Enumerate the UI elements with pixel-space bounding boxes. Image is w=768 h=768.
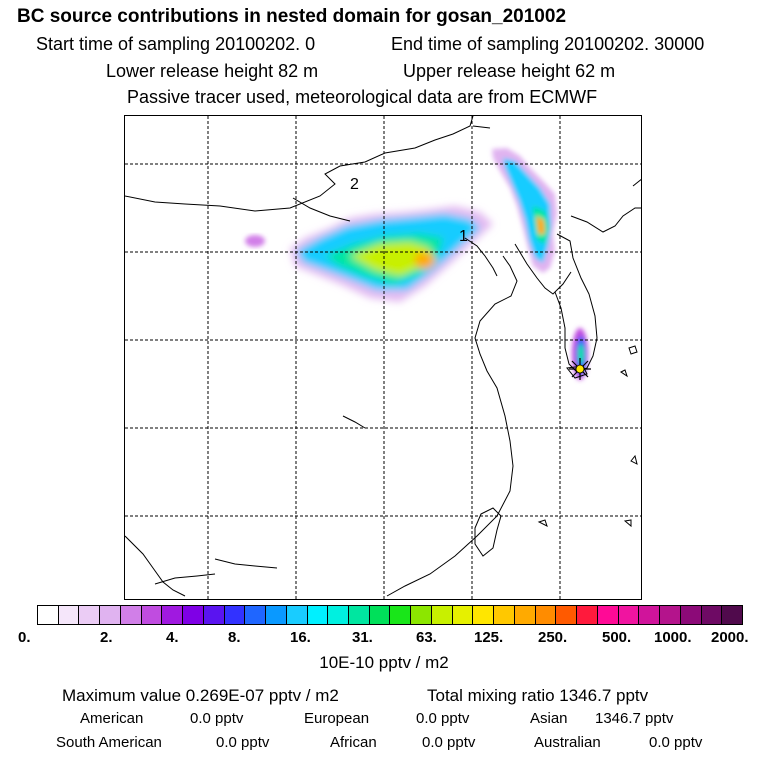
tracer-note: Passive tracer used, meteorological data…	[127, 87, 598, 107]
colorbar-segment	[266, 606, 287, 624]
region-name: European	[304, 710, 370, 727]
region-name: Asian	[530, 710, 568, 727]
upper-release-height: Upper release height 62 m	[403, 61, 616, 81]
colorbar-segment	[162, 606, 184, 624]
colorbar-segment	[79, 606, 101, 624]
max-value: Maximum value 0.269E-07 pptv / m2	[62, 686, 339, 705]
coastlines	[125, 116, 641, 597]
total-mixing-ratio: Total mixing ratio 1346.7 pptv	[427, 686, 649, 705]
map-panel: 1 2	[124, 115, 642, 600]
colorbar-tick-label: 250.	[538, 629, 568, 646]
colorbar-segment	[452, 606, 474, 624]
region-value: 0.0 pptv	[422, 734, 476, 751]
colorbar	[37, 605, 743, 625]
source-label-2: 2	[350, 176, 359, 193]
colorbar-segment	[535, 606, 557, 624]
colorbar-tick-label: 1000.	[654, 629, 692, 646]
colorbar-segment	[494, 606, 515, 624]
region-value: 1346.7 pptv	[595, 710, 674, 727]
colorbar-tick-label: 31.	[352, 629, 373, 646]
region-value: 0.0 pptv	[190, 710, 244, 727]
colorbar-tick-label: 63.	[416, 629, 437, 646]
star-marker-icon	[569, 358, 591, 380]
region-name: South American	[56, 734, 162, 751]
colorbar-unit-label: 10E-10 pptv / m2	[319, 653, 449, 672]
colorbar-tick-label: 125.	[474, 629, 504, 646]
colorbar-tick-label: 0.	[18, 629, 31, 646]
colorbar-segment	[203, 606, 225, 624]
region-name: African	[330, 734, 377, 751]
colorbar-segment	[224, 606, 246, 624]
colorbar-segment	[307, 606, 329, 624]
colorbar-segment	[411, 606, 432, 624]
main-plume	[290, 206, 493, 302]
colorbar-segment	[349, 606, 370, 624]
region-name: Australian	[534, 734, 601, 751]
colorbar-segment	[58, 606, 80, 624]
colorbar-segment	[618, 606, 640, 624]
region-name: American	[80, 710, 144, 727]
sampling-end-time: End time of sampling 20100202. 30000	[391, 34, 705, 54]
source-label-1: 1	[459, 228, 468, 245]
colorbar-tick-label: 500.	[602, 629, 632, 646]
colorbar-segment	[680, 606, 702, 624]
colorbar-segment	[120, 606, 142, 624]
colorbar-segment	[473, 606, 495, 624]
colorbar-segment	[431, 606, 453, 624]
colorbar-segment	[556, 606, 578, 624]
colorbar-segment	[597, 606, 619, 624]
plot-title: BC source contributions in nested domain…	[17, 6, 567, 27]
small-patch	[245, 235, 265, 247]
colorbar-tick-label: 8.	[228, 629, 241, 646]
colorbar-tick-label: 4.	[166, 629, 179, 646]
colorbar-segment	[328, 606, 350, 624]
colorbar-segment	[701, 606, 723, 624]
colorbar-segment	[577, 606, 598, 624]
map-canvas: 1 2	[125, 116, 641, 599]
colorbar-segment	[660, 606, 681, 624]
colorbar-tick-label: 16.	[290, 629, 311, 646]
colorbar-segment	[286, 606, 308, 624]
colorbar-segment	[245, 606, 267, 624]
region-value: 0.0 pptv	[649, 734, 703, 751]
colorbar-segment	[390, 606, 412, 624]
colorbar-segment	[38, 606, 59, 624]
lower-release-height: Lower release height 82 m	[106, 61, 319, 81]
region-value: 0.0 pptv	[416, 710, 470, 727]
colorbar-tick-label: 2000.	[711, 629, 749, 646]
korea-plume	[492, 148, 557, 273]
colorbar-segment	[100, 606, 121, 624]
region-value: 0.0 pptv	[216, 734, 270, 751]
colorbar-segment	[369, 606, 391, 624]
colorbar-segment	[722, 606, 742, 624]
lat-lon-grid	[125, 116, 641, 599]
colorbar-tick-label: 2.	[100, 629, 113, 646]
colorbar-segment	[141, 606, 163, 624]
colorbar-segment	[183, 606, 204, 624]
sampling-start-time: Start time of sampling 20100202. 0	[36, 34, 316, 54]
colorbar-segment	[639, 606, 661, 624]
colorbar-segment	[514, 606, 536, 624]
